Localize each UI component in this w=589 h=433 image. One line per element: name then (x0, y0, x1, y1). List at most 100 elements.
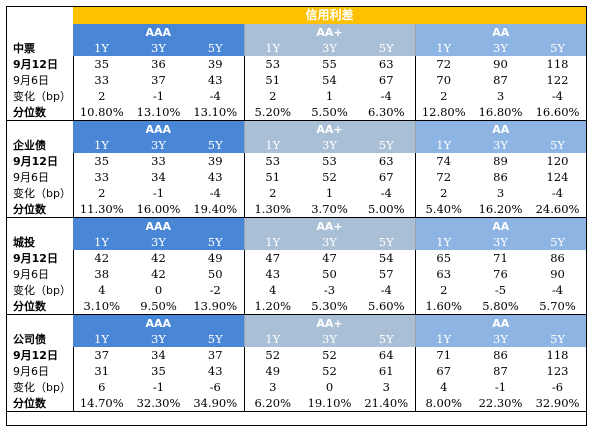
data-row: 变化（bp） 4 0 -2 4 -3 -4 2 -5 -4 (7, 282, 586, 298)
value-cell: 54 (322, 72, 337, 87)
row-label: 变化（bp） (13, 89, 71, 103)
value-cell: 87 (493, 72, 508, 87)
value-cell: 120 (546, 153, 569, 168)
table-title: 信用利差 (73, 7, 587, 24)
tenor-header: 5Y (358, 40, 415, 56)
value-cell: 37 (72, 347, 130, 363)
value-cell: 33 (72, 169, 130, 185)
tenor-header: 5Y (187, 234, 244, 250)
row-label: 9月12日 (13, 57, 58, 71)
value-cell: 33 (72, 72, 130, 88)
value-cell: 16.80% (472, 104, 529, 121)
value-cell: 65 (414, 250, 472, 266)
grade-header-aa: AA (414, 314, 587, 331)
value-cell: 1 (325, 185, 334, 200)
grade-header-aaa: AAA (73, 217, 244, 234)
value-cell: 5.00% (358, 201, 415, 218)
value-cell: 43 (243, 266, 301, 282)
value-cell: 12.80% (414, 104, 472, 121)
grade-header-row: AAA AA+ AA (7, 217, 587, 234)
value-cell: 16.00% (130, 201, 187, 218)
value-cell: 6.20% (243, 395, 301, 412)
value-cell: 5.50% (301, 104, 358, 121)
block-label-spacer (7, 121, 73, 138)
value-cell: 34 (151, 169, 166, 184)
value-cell: 35 (72, 153, 130, 169)
tenor-header: 5Y (358, 234, 415, 250)
value-cell: 53 (243, 153, 301, 169)
data-row: 变化（bp） 2 -1 -4 2 1 -4 2 3 -4 (7, 88, 586, 104)
value-cell: 5.30% (301, 298, 358, 315)
row-label: 分位数 (7, 298, 73, 315)
block-name: 公司债 (13, 332, 46, 346)
value-cell: 50 (322, 266, 337, 281)
value-cell: 118 (546, 347, 569, 362)
value-cell: 63 (378, 56, 394, 71)
title-row: 信用利差 (7, 7, 587, 24)
value-cell: 67 (414, 363, 472, 379)
value-cell: 63 (414, 266, 472, 282)
value-cell: -2 (209, 282, 221, 297)
value-cell: 3 (496, 185, 505, 200)
value-cell: 54 (378, 250, 394, 265)
tenor-header: 3Y (130, 234, 187, 250)
value-cell: 52 (322, 363, 337, 378)
value-cell: 90 (493, 56, 508, 71)
value-cell: -4 (551, 282, 564, 297)
value-cell: 10.80% (72, 104, 130, 121)
grade-header-aa: AA (414, 24, 587, 40)
value-cell: 19.10% (301, 395, 358, 412)
tenor-header: 5Y (187, 137, 244, 153)
corner-cell (7, 7, 73, 24)
grade-header-row: AAA AA+ AA (7, 120, 587, 138)
credit-spread-table-container: 信用利差 AAA AA+ AA 中票 1Y 3Y 5Y 1Y 3Y 5Y 1Y 3Y 5Y 9月12日 35 3… (6, 6, 587, 426)
value-cell: 21.40% (358, 395, 415, 412)
value-cell: 43 (207, 169, 223, 184)
row-label: 9月12日 (13, 154, 58, 168)
tenor-header: 3Y (301, 137, 358, 153)
value-cell: 53 (322, 153, 337, 168)
value-cell: 42 (151, 266, 166, 281)
value-cell: 1 (325, 88, 334, 103)
value-cell: -4 (380, 185, 392, 200)
value-cell: -5 (494, 282, 507, 297)
data-row: 分位数 11.30% 16.00% 19.40% 1.30% 3.70% 5.00% 5.40… (7, 201, 587, 218)
credit-spread-table: 信用利差 AAA AA+ AA 中票 1Y 3Y 5Y 1Y 3Y 5Y 1Y 3Y 5Y 9月12日 35 3… (7, 7, 587, 412)
row-label: 变化（bp） (13, 283, 71, 297)
value-cell: 42 (151, 250, 166, 265)
data-row: 9月6日 33 37 43 51 54 67 70 87 122 (7, 72, 586, 88)
data-row: 变化（bp） 6 -1 -6 3 0 3 4 -1 -6 (7, 379, 586, 395)
value-cell: -4 (380, 282, 392, 297)
value-cell: 4 (72, 282, 130, 298)
tenor-header-row: 中票 1Y 3Y 5Y 1Y 3Y 5Y 1Y 3Y 5Y (7, 40, 587, 56)
value-cell: 64 (378, 347, 394, 362)
value-cell: 43 (207, 363, 223, 378)
value-cell: 35 (151, 363, 166, 378)
value-cell: 8.00% (414, 395, 472, 412)
tenor-header: 5Y (529, 331, 587, 347)
grade-header-aa-plus: AA+ (243, 314, 415, 331)
tenor-header: 3Y (472, 40, 529, 56)
row-label: 9月6日 (13, 267, 49, 281)
value-cell: 42 (72, 250, 130, 266)
value-cell: 1.60% (414, 298, 472, 315)
value-cell: 86 (493, 347, 508, 362)
value-cell: 74 (414, 153, 472, 169)
data-row: 9月6日 31 35 43 49 52 61 67 87 123 (7, 363, 586, 379)
value-cell: 67 (378, 169, 394, 184)
value-cell: 63 (378, 153, 394, 168)
value-cell: 32.30% (130, 395, 187, 412)
grade-header-aaa: AAA (73, 120, 244, 137)
value-cell: 2 (243, 88, 301, 104)
value-cell: 50 (207, 266, 223, 281)
tenor-header: 1Y (73, 331, 130, 347)
value-cell: 2 (414, 185, 472, 201)
value-cell: 13.10% (187, 104, 244, 121)
tenor-header: 5Y (187, 40, 244, 56)
value-cell: 86 (493, 169, 508, 184)
tenor-header: 1Y (243, 137, 301, 153)
tenor-header: 1Y (414, 331, 472, 347)
value-cell: 71 (414, 347, 472, 363)
data-row: 分位数 10.80% 13.10% 13.10% 5.20% 5.50% 6.30% 12.8… (7, 104, 587, 121)
value-cell: 37 (207, 347, 223, 362)
